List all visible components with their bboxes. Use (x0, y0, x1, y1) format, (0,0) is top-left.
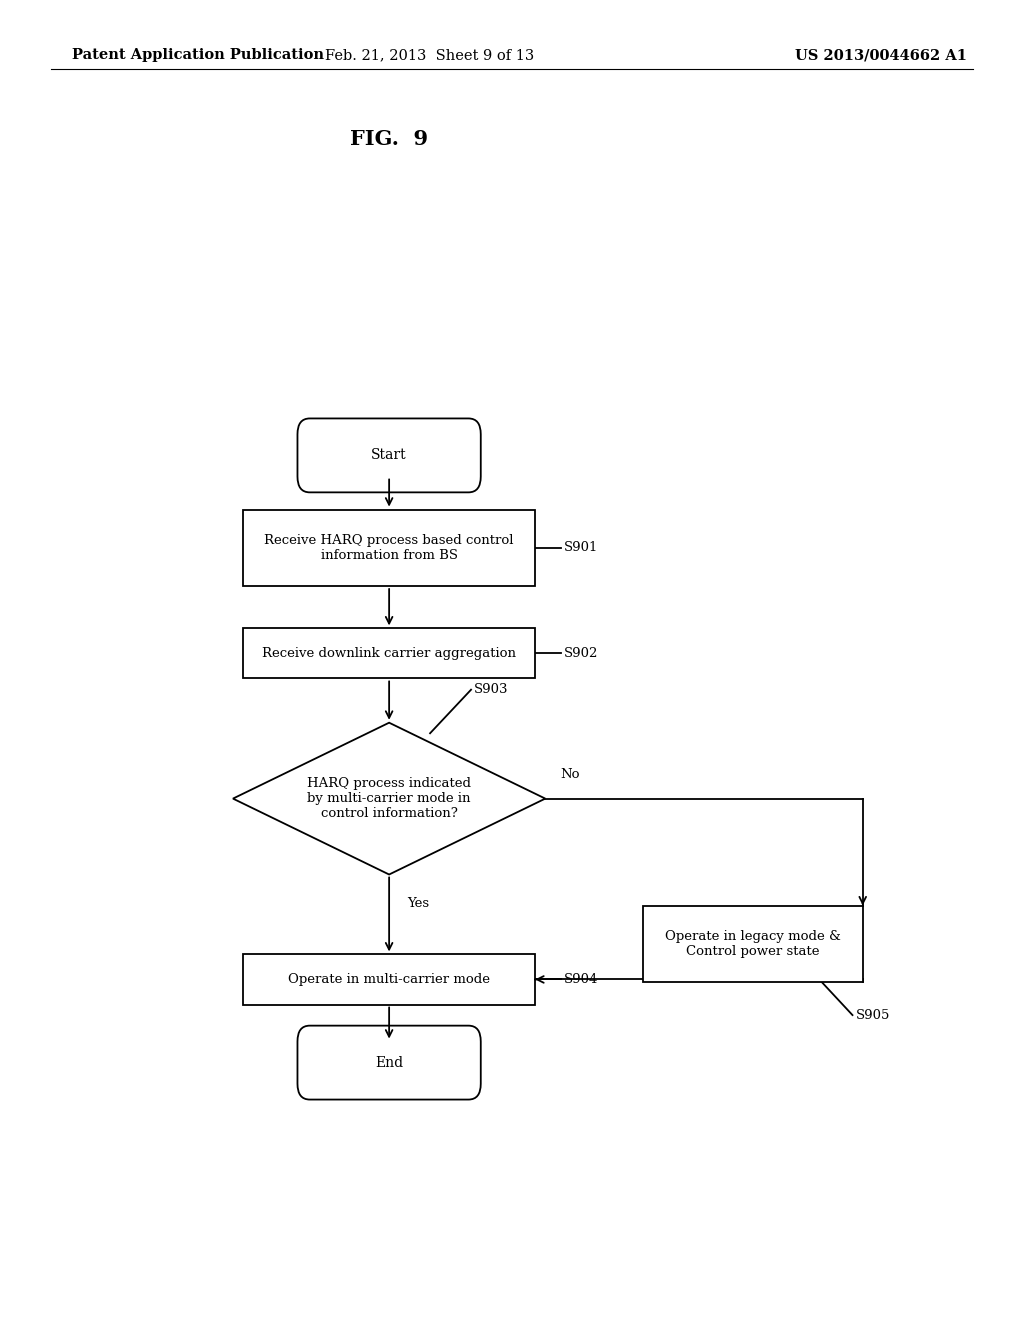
Text: US 2013/0044662 A1: US 2013/0044662 A1 (795, 49, 967, 62)
Text: S902: S902 (563, 647, 598, 660)
Text: Patent Application Publication: Patent Application Publication (72, 49, 324, 62)
Text: Operate in multi-carrier mode: Operate in multi-carrier mode (288, 973, 490, 986)
Bar (244, 954, 535, 1005)
Bar (244, 510, 535, 586)
Polygon shape (233, 722, 545, 874)
Bar (643, 906, 862, 982)
Text: HARQ process indicated
by multi-carrier mode in
control information?: HARQ process indicated by multi-carrier … (307, 777, 471, 820)
Text: Feb. 21, 2013  Sheet 9 of 13: Feb. 21, 2013 Sheet 9 of 13 (326, 49, 535, 62)
FancyBboxPatch shape (297, 418, 481, 492)
Text: Yes: Yes (408, 898, 430, 909)
Text: Receive downlink carrier aggregation: Receive downlink carrier aggregation (262, 647, 516, 660)
Text: Receive HARQ process based control
information from BS: Receive HARQ process based control infor… (264, 533, 514, 562)
Text: No: No (561, 768, 581, 781)
Text: FIG.  9: FIG. 9 (350, 128, 428, 149)
Text: Start: Start (372, 449, 407, 462)
Bar (244, 628, 535, 678)
Text: S905: S905 (856, 1008, 890, 1022)
Text: S901: S901 (563, 541, 598, 554)
Text: Operate in legacy mode &
Control power state: Operate in legacy mode & Control power s… (665, 929, 841, 958)
Text: End: End (375, 1056, 403, 1069)
Text: S903: S903 (474, 684, 509, 696)
Text: S904: S904 (563, 973, 598, 986)
FancyBboxPatch shape (297, 1026, 481, 1100)
